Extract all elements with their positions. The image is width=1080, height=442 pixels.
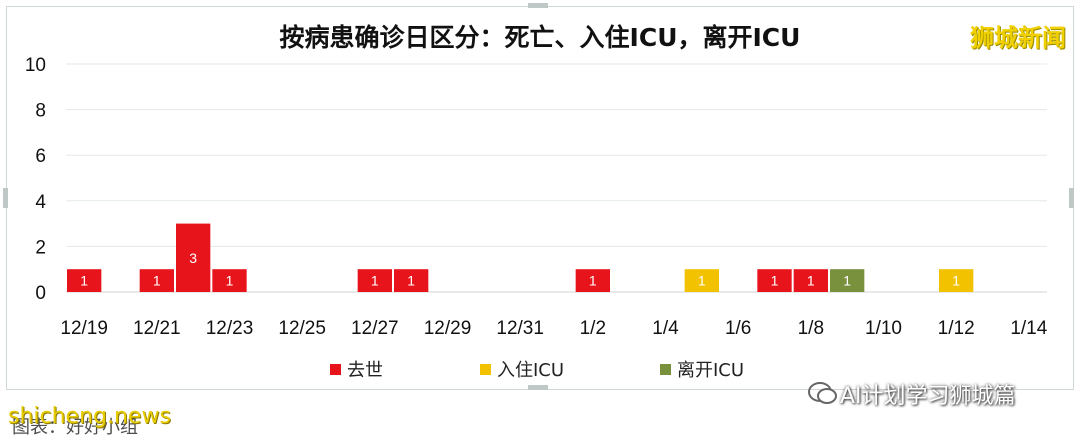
bar [757,269,792,292]
y-tick-label: 10 [25,55,46,76]
chart-title: 按病患确诊日区分：死亡、入住ICU，离开ICU [279,23,801,52]
data-label: 1 [698,273,706,289]
y-tick-label: 6 [35,146,46,167]
data-label: 1 [843,273,851,289]
data-label: 1 [226,273,234,289]
legend-swatch [660,363,671,375]
data-label: 1 [807,273,815,289]
x-tick-label: 1/10 [865,318,902,339]
legend-swatch [330,363,341,375]
data-label: 3 [189,250,197,266]
watermark-top: 狮城新闻 [970,24,1066,52]
x-tick-label: 12/27 [351,318,399,339]
x-tick-label: 12/29 [424,318,472,339]
data-label: 1 [952,273,960,289]
data-label: 1 [371,273,379,289]
x-tick-label: 1/2 [580,318,606,339]
bar [684,269,719,292]
y-tick-label: 8 [35,101,46,122]
x-tick-label: 12/31 [496,318,544,339]
wechat-account-tag: AI计划学习狮城篇 [840,384,1016,409]
watermark-bottom: shicheng.news [8,404,171,429]
x-tick-label: 1/6 [725,318,751,339]
data-label: 1 [80,273,88,289]
bar [793,269,828,292]
bar [575,269,610,292]
legend-label: 去世 [347,360,383,381]
bar [212,269,247,292]
x-tick-label: 12/25 [278,318,326,339]
x-tick-label: 1/8 [798,318,824,339]
bar [67,269,102,292]
resize-handle-left[interactable] [3,188,8,208]
x-tick-label: 1/4 [652,318,679,339]
x-axis: 12/19 12/21 12/23 12/25 12/27 12/29 12/31 1/2 1/… [60,318,1047,339]
x-tick-label: 12/21 [133,318,181,339]
y-tick-label: 2 [35,237,46,258]
legend: 去世 入住ICU 离开ICU [0,356,1080,382]
legend-item: 离开ICU [660,356,744,382]
bar [939,269,974,292]
bar [830,269,865,292]
y-tick-label: 0 [35,283,46,304]
resize-handle-top[interactable] [528,3,548,8]
data-label: 1 [771,273,779,289]
data-label: 1 [407,273,415,289]
bar [176,223,211,292]
y-tick-label: 4 [35,192,46,213]
legend-swatch [480,363,491,375]
bar [139,269,174,292]
resize-handle-right[interactable] [1069,188,1074,208]
legend-label: 入住ICU [497,360,565,381]
resize-handle-bottom[interactable] [528,385,548,390]
source-note: 图表：好好小组 [12,417,138,438]
legend-item: 去世 [330,356,383,382]
x-tick-label: 12/19 [60,318,108,339]
wechat-icon [808,382,837,404]
data-label: 1 [153,273,161,289]
data-label: 1 [589,273,597,289]
legend-item: 入住ICU [480,356,564,382]
chart-frame [6,6,1074,390]
x-tick-label: 12/23 [206,318,254,339]
bar [357,269,392,292]
x-tick-label: 1/12 [938,318,975,339]
gridlines [66,63,1047,247]
legend-label: 离开ICU [677,360,745,381]
x-tick-label: 1/14 [1010,318,1047,339]
bar [394,269,429,292]
bars: 1 1 3 1 1 1 1 1 1 1 1 1 [67,223,974,292]
